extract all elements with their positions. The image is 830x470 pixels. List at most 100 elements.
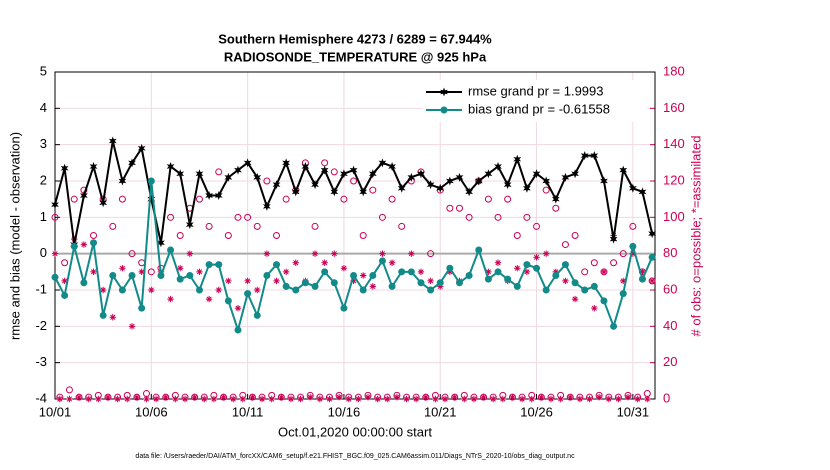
assimilated-marker: [408, 250, 415, 257]
assimilated-marker: [446, 268, 454, 276]
legend-label: bias grand pr = -0.61558: [468, 101, 610, 116]
bias-marker: [648, 253, 656, 261]
possible-marker: [427, 250, 435, 258]
bias-marker: [224, 297, 232, 305]
assimilated-marker: [326, 395, 333, 403]
assimilated-marker: [254, 286, 261, 294]
possible-marker: [610, 259, 618, 267]
possible-marker: [234, 213, 242, 221]
assimilated-marker: [186, 250, 194, 257]
rmse-marker: [224, 172, 233, 182]
assimilated-marker: [263, 250, 271, 257]
bias-marker: [436, 279, 444, 287]
assimilated-marker: [278, 393, 285, 401]
possible-marker: [215, 168, 223, 176]
bias-marker: [552, 271, 560, 279]
bias-marker: [465, 271, 473, 279]
assimilated-marker: [523, 268, 531, 276]
legend-box: [422, 80, 647, 122]
assimilated-marker: [205, 295, 213, 303]
assimilated-marker: [605, 395, 612, 403]
rmse-marker: [51, 200, 59, 210]
y2-tick-label: 120: [663, 172, 685, 187]
bias-marker: [330, 279, 338, 287]
assimilated-marker: [571, 295, 579, 303]
rmse-marker: [551, 194, 560, 204]
possible-marker: [147, 268, 155, 276]
assimilated-marker: [557, 395, 564, 403]
assimilated-marker: [99, 286, 107, 294]
bias-marker: [61, 291, 69, 299]
assimilated-marker: [514, 265, 521, 272]
rmse-marker: [214, 191, 223, 201]
assimilated-marker: [412, 395, 420, 403]
rmse-marker: [484, 169, 493, 179]
assimilated-marker: [66, 395, 73, 403]
bias-marker: [629, 242, 637, 250]
bias-marker: [176, 275, 184, 283]
chart-title: Southern Hemisphere 4273 / 6289 = 67.944…: [218, 31, 492, 46]
y-tick-label: -4: [35, 390, 47, 405]
assimilated-marker: [234, 304, 242, 312]
assimilated-marker: [528, 395, 535, 403]
rmse-marker: [561, 172, 570, 182]
possible-marker: [128, 250, 136, 258]
assimilated-marker: [239, 395, 247, 403]
assimilated-marker: [119, 265, 126, 272]
y-tick-label: 1: [40, 209, 47, 224]
assimilated-marker: [576, 395, 584, 403]
rmse-marker: [445, 176, 454, 186]
bias-marker: [378, 257, 386, 265]
assimilated-marker: [364, 393, 372, 401]
x-tick-label: 10/16: [328, 404, 361, 419]
possible-marker: [273, 232, 281, 239]
assimilated-marker: [384, 395, 391, 403]
assimilated-marker: [461, 395, 468, 403]
possible-marker: [484, 195, 492, 203]
possible-marker: [118, 195, 126, 203]
assimilated-marker: [273, 277, 280, 285]
assimilated-marker: [634, 395, 641, 403]
assimilated-marker: [437, 283, 444, 290]
bias-marker: [417, 279, 425, 287]
possible-marker: [142, 390, 150, 398]
assimilated-marker: [181, 395, 189, 403]
possible-marker: [253, 222, 261, 230]
assimilated-marker: [225, 277, 232, 285]
rmse-marker: [301, 161, 310, 171]
bias-marker: [494, 268, 502, 276]
possible-marker: [378, 213, 386, 221]
y2-tick-label: 140: [663, 136, 685, 151]
rmse-marker: [359, 187, 368, 197]
assimilated-marker: [229, 395, 237, 403]
possible-marker: [494, 213, 502, 221]
possible-marker: [65, 386, 73, 394]
rmse-marker: [532, 169, 541, 179]
assimilated-marker: [417, 268, 425, 276]
rmse-marker: [128, 158, 136, 168]
rmse-marker: [368, 169, 377, 179]
possible-marker: [90, 232, 98, 239]
chart-subtitle: RADIOSONDE_TEMPERATURE @ 925 hPa: [224, 49, 487, 64]
possible-marker: [504, 195, 512, 203]
y-tick-label: -1: [35, 281, 47, 296]
possible-marker: [263, 177, 271, 185]
y2-tick-label: 40: [663, 318, 677, 333]
assimilated-marker: [167, 295, 174, 303]
bias-marker: [244, 290, 252, 298]
bias-marker: [561, 261, 569, 269]
bias-marker: [523, 261, 531, 269]
bias-marker: [533, 264, 541, 272]
assimilated-marker: [287, 395, 295, 403]
bias-marker: [234, 326, 242, 334]
possible-marker: [350, 177, 358, 185]
assimilated-marker: [95, 395, 102, 403]
possible-marker: [282, 195, 290, 203]
bias-marker: [590, 282, 598, 290]
assimilated-marker: [220, 393, 227, 401]
bias-marker: [118, 286, 126, 294]
rmse-marker: [474, 176, 483, 186]
rmse-marker: [99, 198, 108, 208]
bias-marker: [128, 271, 136, 279]
possible-marker: [523, 213, 531, 221]
